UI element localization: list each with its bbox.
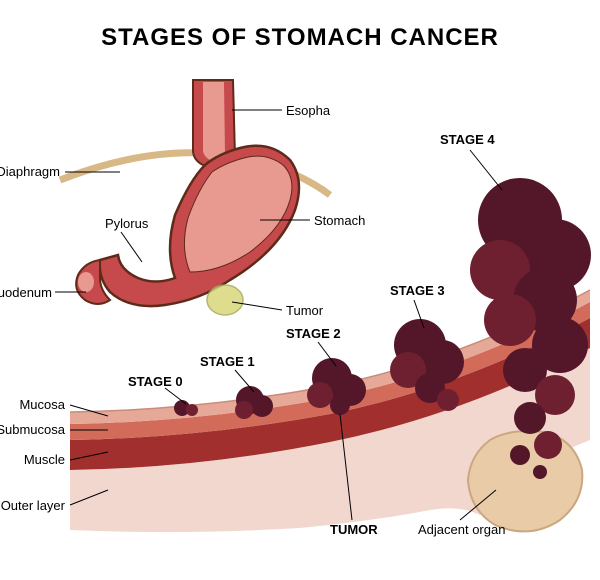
tumor-small-shape [207, 285, 243, 315]
label-stomach: Stomach [314, 213, 365, 228]
label-pylorus: Pylorus [105, 216, 148, 231]
label-tumor-small: Tumor [286, 303, 323, 318]
label-mucosa: Mucosa [19, 397, 65, 412]
diagram-title: STAGES OF STOMACH CANCER [0, 24, 600, 52]
label-stage2: STAGE 2 [286, 326, 341, 341]
label-stage3: STAGE 3 [390, 283, 445, 298]
diagram-canvas [0, 0, 600, 580]
label-esopha: Esopha [286, 103, 330, 118]
label-diaphragm: Diaphragm [0, 164, 60, 179]
label-outer-layer: Outer layer [1, 498, 65, 513]
adjacent-organ-shape [468, 431, 582, 531]
label-adjacent-organ: Adjacent organ [418, 522, 505, 537]
label-stage0: STAGE 0 [128, 374, 183, 389]
label-stage1: STAGE 1 [200, 354, 255, 369]
label-tumor-caption: TUMOR [330, 522, 378, 537]
label-muscle: Muscle [24, 452, 65, 467]
tumor-stage0 [174, 400, 198, 416]
label-submucosa: Submucosa [0, 422, 65, 437]
label-duodenum: Duodenum [0, 285, 52, 300]
label-stage4: STAGE 4 [440, 132, 495, 147]
